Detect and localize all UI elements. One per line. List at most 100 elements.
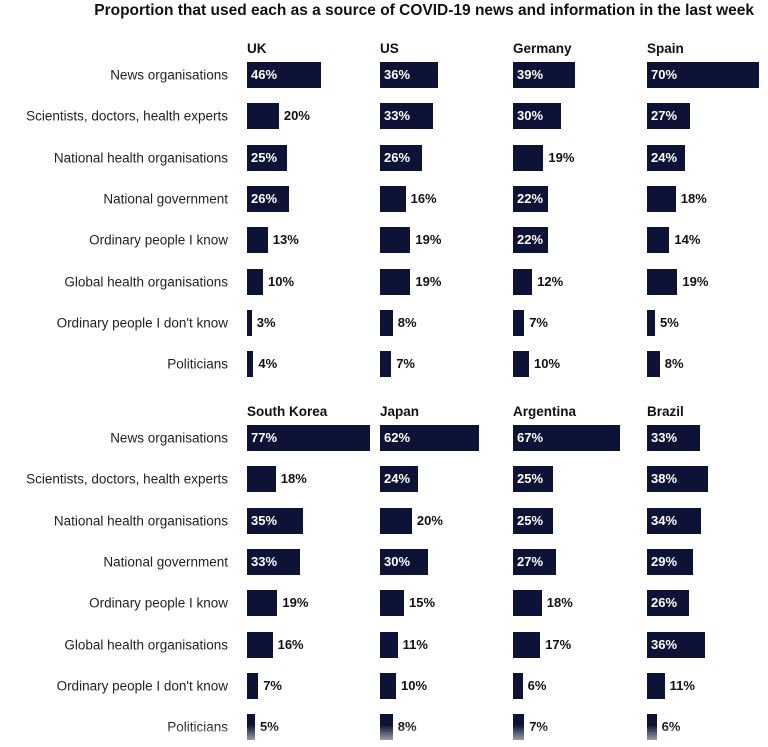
bar: [513, 672, 523, 699]
data-label: 67%: [517, 430, 544, 445]
data-label: 22%: [517, 232, 544, 248]
data-label: 18%: [680, 190, 707, 206]
bar: [380, 185, 406, 212]
category-label: News organisations: [110, 430, 228, 446]
data-label: 18%: [280, 471, 307, 487]
data-label: 46%: [251, 67, 278, 82]
bar: [513, 185, 549, 212]
bar: [513, 62, 576, 88]
data-label: 29%: [651, 553, 678, 569]
data-label: 70%: [651, 67, 678, 82]
bar: [513, 103, 561, 130]
bar: [247, 144, 287, 171]
category-label: Global health organisations: [64, 274, 228, 289]
bar: [380, 227, 411, 254]
data-label: 7%: [529, 314, 548, 330]
category-label: Politicians: [167, 356, 228, 372]
data-label: 5%: [260, 719, 279, 735]
data-label: 19%: [415, 232, 442, 248]
bar: [247, 103, 279, 130]
data-label: 27%: [651, 108, 678, 124]
data-label: 6%: [661, 719, 681, 735]
country-label: Spain: [647, 41, 684, 56]
chart-title: Proportion that used each as a source of…: [94, 2, 754, 19]
bar: [647, 672, 665, 699]
data-label: 25%: [517, 471, 544, 487]
bar: [247, 590, 278, 617]
data-label: 13%: [272, 232, 299, 248]
data-label: 8%: [397, 314, 417, 330]
country-label: South Korea: [247, 404, 328, 419]
bar: [247, 548, 300, 575]
bar: [247, 714, 255, 741]
data-label: 26%: [384, 149, 411, 165]
data-label: 10%: [534, 356, 561, 372]
data-label: 16%: [410, 190, 437, 206]
bar: [380, 103, 433, 130]
data-label: 10%: [401, 677, 428, 693]
data-label: 20%: [283, 108, 310, 124]
data-label: 30%: [384, 553, 411, 569]
data-label: 22%: [517, 190, 544, 206]
data-label: 62%: [384, 430, 411, 445]
category-label: National health organisations: [53, 150, 228, 166]
country-label: Argentina: [513, 404, 577, 419]
data-label: 77%: [251, 430, 278, 445]
data-label: 10%: [268, 273, 295, 289]
bar: [513, 714, 525, 741]
data-label: 24%: [651, 149, 678, 165]
data-label: 36%: [651, 636, 678, 652]
country-label: US: [380, 41, 399, 56]
data-label: 7%: [263, 677, 282, 693]
category-label: Ordinary people I know: [89, 595, 228, 611]
data-label: 19%: [282, 595, 309, 611]
bar: [647, 590, 689, 617]
bar: [380, 62, 438, 88]
category-label: National health organisations: [53, 513, 228, 529]
data-label: 18%: [546, 595, 573, 611]
bar: [513, 268, 533, 295]
data-label: 25%: [517, 512, 544, 528]
country-label: Germany: [513, 41, 572, 56]
data-label: 24%: [384, 471, 411, 487]
bar: [380, 507, 412, 534]
category-label: National government: [103, 191, 228, 207]
category-label: National government: [103, 554, 228, 570]
bar: [647, 507, 702, 534]
bar: [247, 309, 252, 336]
bar: [647, 351, 660, 378]
bar: [647, 103, 691, 130]
bar: [647, 309, 655, 336]
bar: [513, 466, 553, 493]
bar: [647, 631, 705, 658]
category-label: Global health organisations: [64, 637, 228, 652]
category-label: Ordinary people I know: [89, 232, 228, 248]
bar: [247, 185, 289, 212]
bar: [647, 548, 694, 575]
data-label: 33%: [651, 430, 678, 445]
category-label: Ordinary people I don't know: [56, 678, 228, 694]
data-label: 39%: [517, 67, 544, 82]
bar: [247, 425, 370, 451]
data-label: 33%: [384, 108, 411, 124]
bar: [380, 351, 392, 378]
data-label: 4%: [258, 356, 278, 372]
data-label: 7%: [396, 356, 415, 372]
data-label: 12%: [537, 273, 564, 289]
bar: [380, 309, 393, 336]
bar: [513, 590, 542, 617]
country-label: Japan: [380, 404, 420, 419]
category-label: Scientists, doctors, health experts: [26, 471, 228, 487]
bar: [380, 672, 396, 699]
data-label: 8%: [664, 356, 684, 372]
data-label: 36%: [384, 67, 411, 82]
data-label: 8%: [397, 719, 417, 735]
bar: [380, 425, 479, 451]
data-label: 19%: [415, 273, 442, 289]
data-label: 25%: [251, 149, 278, 165]
data-label: 26%: [251, 190, 278, 206]
bar: [647, 466, 708, 493]
bar: [247, 62, 321, 88]
data-label: 5%: [660, 314, 679, 330]
bar: [647, 227, 670, 254]
